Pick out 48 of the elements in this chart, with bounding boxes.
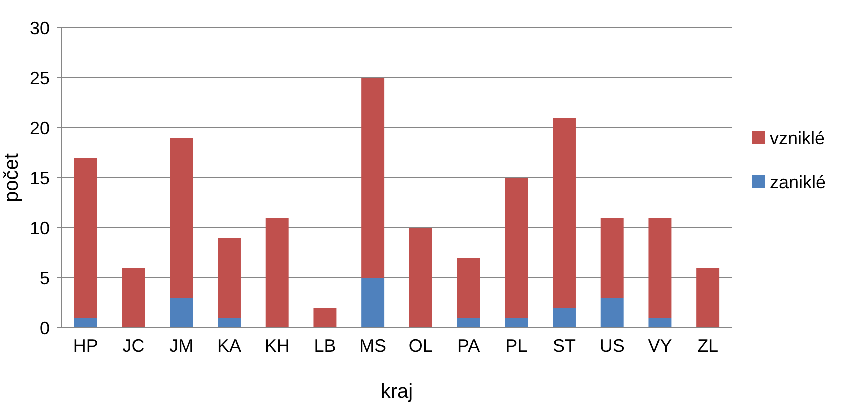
bar	[457, 258, 480, 318]
x-axis-title: kraj	[380, 381, 414, 403]
bar	[696, 268, 720, 328]
x-tick-label: US	[600, 336, 625, 356]
bar	[409, 228, 432, 328]
bar	[648, 218, 672, 318]
bar	[314, 308, 337, 328]
y-axis-title: počet	[1, 153, 23, 202]
x-tick-label: ST	[552, 336, 576, 356]
y-tick-label: 15	[30, 168, 50, 188]
x-tick-label: JM	[170, 336, 194, 356]
bar	[457, 318, 480, 328]
x-tick-label: KA	[217, 336, 242, 356]
y-tick-label: 30	[30, 18, 50, 38]
bar	[362, 78, 385, 278]
y-tick-label: 5	[40, 268, 50, 288]
bar	[74, 318, 98, 328]
bar	[505, 318, 528, 328]
bar	[553, 308, 576, 328]
bar	[648, 318, 672, 328]
y-tick-label: 10	[30, 218, 50, 238]
x-tick-label: MS	[360, 336, 387, 356]
bar	[505, 178, 528, 318]
x-tick-label: HP	[73, 336, 98, 356]
x-tick-label: JC	[122, 336, 145, 356]
y-tick-label: 25	[30, 68, 50, 88]
x-tick-label: VY	[648, 336, 672, 356]
x-tick-label: OL	[408, 336, 433, 356]
bar	[218, 238, 241, 318]
legend-label: zaniklé	[770, 172, 826, 192]
bar	[74, 158, 98, 318]
x-tick-label: PL	[506, 336, 528, 356]
bar	[122, 268, 146, 328]
x-tick-label: LB	[314, 336, 336, 356]
bar	[600, 218, 624, 298]
bar	[218, 318, 241, 328]
x-tick-label: KH	[264, 336, 290, 356]
bar	[170, 298, 194, 328]
y-tick-label: 0	[40, 318, 50, 338]
x-tick-label: PA	[457, 336, 480, 356]
y-tick-label: 20	[30, 118, 50, 138]
bar	[362, 278, 385, 328]
bar	[600, 298, 624, 328]
bar	[553, 118, 576, 308]
bar	[170, 138, 194, 298]
x-tick-label: ZL	[698, 336, 719, 356]
bar	[266, 218, 289, 328]
legend-label: vzniklé	[770, 128, 826, 148]
